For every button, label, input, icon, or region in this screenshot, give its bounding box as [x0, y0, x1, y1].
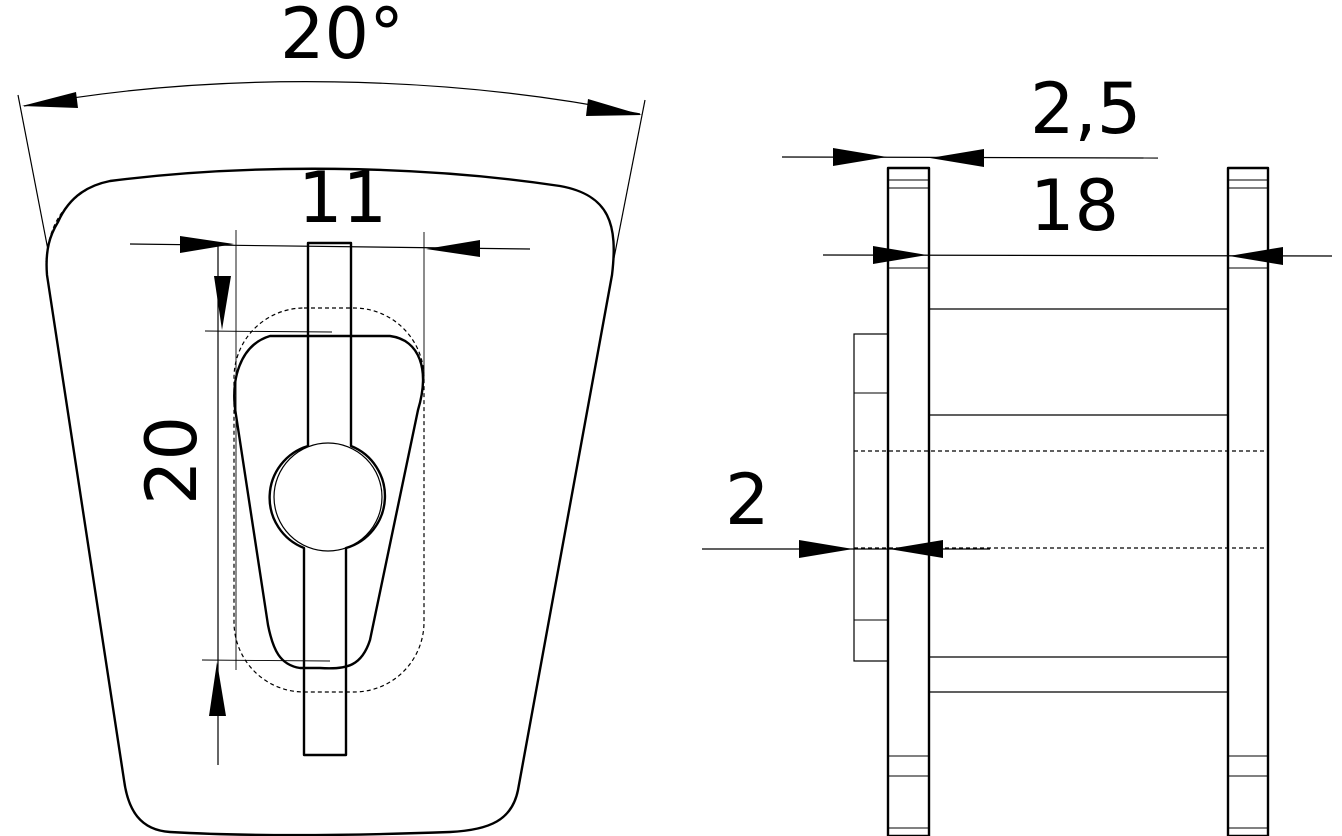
angle-label: 20° — [280, 0, 404, 75]
space-label: 18 — [1030, 165, 1119, 247]
offset-arrow-right — [889, 540, 943, 558]
offset-label: 2 — [725, 459, 770, 541]
width-label: 11 — [298, 157, 387, 239]
angle-arrow-left — [22, 92, 78, 108]
angle-arrow-right — [586, 99, 642, 116]
hidden-rounded-rect — [233, 307, 425, 693]
front-body-dashed-corner — [45, 187, 91, 263]
side-dimensions: 2,5 18 2 — [702, 68, 1333, 558]
angle-ext-right — [613, 99, 646, 259]
center-circle — [273, 442, 383, 552]
shaft-outline — [268, 241, 387, 757]
height-arrow-bottom — [209, 662, 226, 716]
right-plate — [1226, 166, 1270, 836]
cam-outline — [233, 334, 425, 670]
height-ext-bottom — [201, 659, 331, 662]
offset-arrow-left — [799, 540, 853, 558]
thick-arrow-left — [833, 148, 887, 166]
thick-label: 2,5 — [1030, 68, 1141, 150]
height-ext-top — [204, 330, 333, 333]
angle-ext-left — [17, 94, 49, 251]
thick-arrow-right — [930, 149, 984, 167]
front-view — [45, 167, 615, 836]
space-arrow-left — [873, 246, 927, 264]
front-dimensions: 20° 11 20 — [17, 0, 646, 765]
space-arrow-right — [1229, 247, 1283, 265]
front-body-outline — [45, 167, 615, 836]
boss — [853, 333, 889, 662]
height-arrow-top — [214, 276, 231, 330]
width-arrow-left — [180, 236, 234, 253]
angle-arc — [23, 81, 641, 115]
side-view — [853, 166, 1270, 836]
height-label: 20 — [131, 416, 213, 505]
width-arrow-right — [426, 240, 480, 257]
